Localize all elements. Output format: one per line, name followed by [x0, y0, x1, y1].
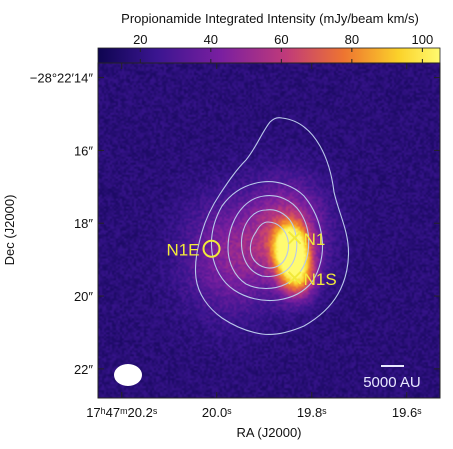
scalebar-label: 5000 AU [363, 374, 421, 391]
x-tick-label: 19.8ˢ [297, 405, 327, 420]
intensity-contour-4 [240, 209, 298, 278]
cross-marker [287, 271, 302, 285]
intensity-contour-2 [210, 181, 324, 302]
source-marker-n1s: N1S [287, 270, 337, 289]
heatmap [98, 63, 440, 398]
x-tick-label: 19.6ˢ [392, 405, 422, 420]
colorbar-tick-label: 100 [412, 32, 434, 47]
y-tick-label: 18″ [74, 216, 93, 231]
intensity-contour-5 [249, 221, 290, 269]
source-label: N1 [304, 230, 326, 249]
y-axis-label: Dec (J2000) [2, 195, 17, 266]
source-marker-n1e: N1E [166, 239, 221, 260]
y-tick-label: −28°22′14″ [30, 71, 94, 86]
x-tick-label: 20.0ˢ [202, 405, 232, 420]
y-tick-label: 16″ [74, 143, 93, 158]
colorbar-tick-label: 40 [204, 32, 218, 47]
cross-marker [287, 231, 302, 245]
plot-frame [97, 62, 441, 399]
intensity-contour-1 [194, 117, 350, 336]
y-tick-label: 20″ [74, 289, 93, 304]
source-label: N1E [166, 241, 199, 260]
y-tick-label: 22″ [74, 362, 93, 377]
y-tick-labels: −28°22′14″ 16″ 18″ 20″ 22″ [30, 71, 94, 377]
colorbar-tick-label: 80 [345, 32, 359, 47]
x-tick-labels: 17ʰ47ᵐ20.2ˢ 20.0ˢ 19.8ˢ 19.6ˢ [86, 405, 422, 420]
beam-ellipse [114, 364, 142, 386]
intensity-contour-3 [227, 195, 310, 290]
colorbar-title: Propionamide Integrated Intensity (mJy/b… [121, 11, 419, 26]
colorbar-tick-label: 20 [133, 32, 147, 47]
colorbar [97, 47, 441, 64]
source-label: N1S [304, 270, 337, 289]
x-axis-label: RA (J2000) [236, 425, 301, 440]
axis-ticks [98, 63, 440, 398]
source-markers: N1 N1S N1E [166, 230, 336, 289]
source-marker-n1: N1 [287, 230, 326, 249]
circle-marker [202, 239, 221, 258]
colorbar-tick-label: 60 [274, 32, 288, 47]
x-tick-label: 17ʰ47ᵐ20.2ˢ [86, 405, 158, 420]
colorbar-ticks [139, 48, 423, 63]
colorbar-tick-labels: 20 40 60 80 100 [133, 32, 433, 47]
